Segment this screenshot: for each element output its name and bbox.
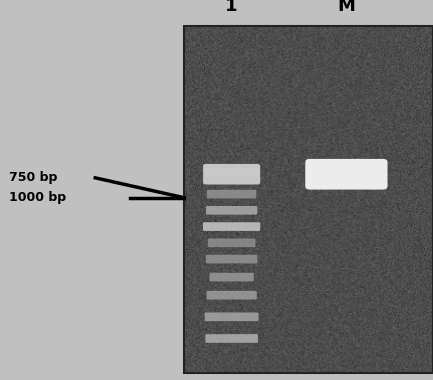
FancyBboxPatch shape: [205, 312, 259, 321]
FancyBboxPatch shape: [203, 164, 260, 185]
Bar: [184, 26, 433, 373]
FancyBboxPatch shape: [205, 168, 259, 177]
FancyBboxPatch shape: [305, 159, 388, 190]
FancyBboxPatch shape: [207, 190, 256, 198]
Text: M: M: [337, 0, 355, 15]
FancyBboxPatch shape: [210, 273, 254, 282]
Text: 750 bp: 750 bp: [9, 171, 57, 184]
FancyBboxPatch shape: [208, 239, 255, 247]
FancyBboxPatch shape: [206, 206, 257, 215]
FancyBboxPatch shape: [203, 222, 260, 231]
Text: 1000 bp: 1000 bp: [9, 191, 66, 204]
FancyBboxPatch shape: [207, 291, 257, 299]
FancyBboxPatch shape: [206, 255, 257, 263]
FancyBboxPatch shape: [205, 334, 258, 343]
Text: 1: 1: [226, 0, 238, 15]
